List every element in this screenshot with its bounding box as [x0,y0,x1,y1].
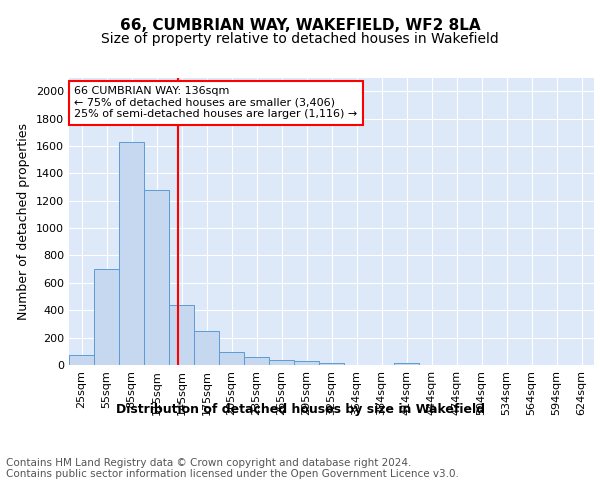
Bar [244,358,269,365]
Text: 66 CUMBRIAN WAY: 136sqm
← 75% of detached houses are smaller (3,406)
25% of semi: 66 CUMBRIAN WAY: 136sqm ← 75% of detache… [74,86,358,120]
Bar [194,331,219,365]
Bar [319,362,344,365]
Bar [169,305,194,365]
Y-axis label: Number of detached properties: Number of detached properties [17,122,31,320]
Bar [294,361,319,365]
Bar [94,269,119,365]
Text: Contains HM Land Registry data © Crown copyright and database right 2024.
Contai: Contains HM Land Registry data © Crown c… [6,458,459,479]
Bar [219,352,244,365]
Text: Distribution of detached houses by size in Wakefield: Distribution of detached houses by size … [115,402,485,415]
Bar [119,142,144,365]
Text: Size of property relative to detached houses in Wakefield: Size of property relative to detached ho… [101,32,499,46]
Bar [69,356,94,365]
Bar [269,360,294,365]
Bar [144,190,169,365]
Bar [394,362,419,365]
Text: 66, CUMBRIAN WAY, WAKEFIELD, WF2 8LA: 66, CUMBRIAN WAY, WAKEFIELD, WF2 8LA [119,18,481,32]
